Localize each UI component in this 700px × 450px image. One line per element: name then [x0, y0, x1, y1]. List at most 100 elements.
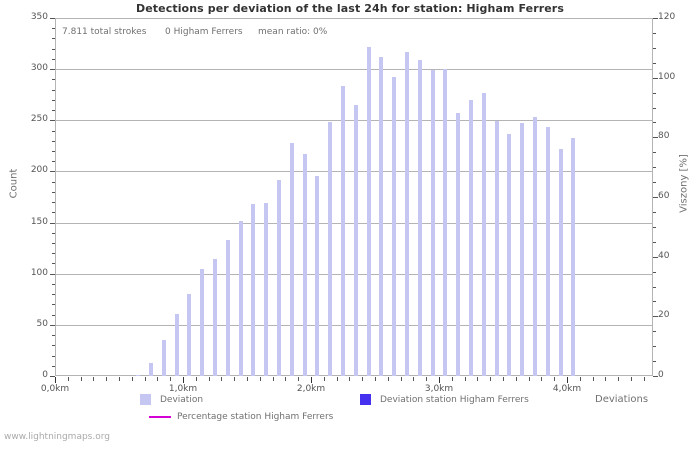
y2-axis-tick: [653, 197, 658, 198]
bar: [430, 70, 435, 376]
x-axis-tick-label: 0,0km: [40, 384, 70, 394]
x-axis-minor-tick: [592, 377, 594, 381]
y2-axis-tick-label: 100: [658, 71, 676, 82]
x-axis-tick-label: 2,0km: [296, 384, 326, 394]
bar: [366, 46, 371, 376]
y2-axis-minor-tick: [653, 107, 656, 109]
y-axis-tick-label: 150: [30, 216, 48, 227]
x-axis-tick: [439, 377, 440, 383]
y-axis-tick: [50, 324, 55, 326]
watermark: www.lightningmaps.org: [4, 432, 110, 442]
y2-axis-minor-tick: [653, 62, 656, 64]
y2-axis-minor-tick: [653, 47, 656, 49]
y2-axis-minor-tick: [653, 301, 656, 303]
y-axis-minor-tick: [52, 345, 55, 347]
x-axis-minor-tick: [131, 377, 133, 381]
bar: [456, 113, 461, 376]
y2-axis-tick: [653, 18, 658, 19]
bar: [187, 294, 192, 376]
x-axis-tick: [55, 377, 56, 383]
x-axis-minor-tick: [247, 377, 248, 381]
bar: [533, 117, 537, 376]
y2-axis-tick-label: 20: [658, 310, 670, 321]
annotation-station-strokes: 0 Higham Ferrers: [165, 27, 243, 37]
x-axis-minor-tick: [106, 377, 108, 381]
x-axis-minor-tick: [464, 377, 466, 381]
x-axis-tick-label: 4,0km: [552, 384, 582, 394]
x-axis-minor-tick: [170, 377, 172, 381]
x-axis-minor-tick: [413, 377, 415, 381]
x-axis-minor-tick: [541, 377, 543, 381]
bar: [417, 59, 422, 376]
y-axis-tick-label: 200: [30, 165, 48, 176]
bar: [507, 133, 512, 376]
y-axis-tick-label: 350: [30, 12, 48, 22]
y2-axis-tick: [653, 376, 658, 377]
y-axis-tick: [50, 222, 55, 224]
x-axis-minor-tick: [400, 377, 402, 381]
legend-item[interactable]: Deviation station Higham Ferrers: [360, 394, 529, 405]
x-axis-minor-tick: [336, 377, 338, 381]
bar: [379, 56, 384, 376]
y-axis-minor-tick: [52, 243, 55, 245]
x-axis-minor-tick: [477, 377, 479, 381]
x-axis-minor-tick: [259, 377, 261, 381]
bar: [315, 175, 320, 376]
y-axis-minor-tick: [52, 212, 55, 214]
x-axis-minor-tick: [144, 377, 146, 381]
legend-swatch-icon: [140, 394, 151, 405]
y2-axis-tick-label: 80: [658, 131, 670, 142]
x-axis-tick: [311, 377, 312, 383]
x-axis-minor-tick: [643, 377, 645, 381]
x-axis-minor-tick: [208, 377, 210, 381]
y2-axis-tick-label: 40: [658, 250, 670, 261]
x-axis-minor-tick: [323, 377, 325, 381]
bar: [520, 123, 525, 376]
y-axis-minor-tick: [52, 79, 55, 81]
bar: [302, 154, 307, 376]
bar: [353, 104, 358, 376]
y-axis-minor-tick: [52, 38, 55, 40]
y-axis-tick-label: 300: [30, 63, 48, 74]
y-axis-minor-tick: [52, 161, 55, 163]
y2-axis-minor-tick: [653, 241, 656, 243]
y2-axis-minor-tick: [653, 167, 656, 169]
y-axis-minor-tick: [52, 130, 55, 132]
y2-axis-minor-tick: [653, 331, 656, 333]
x-axis-tick: [567, 377, 568, 383]
y2-axis-minor-tick: [653, 361, 656, 363]
x-axis-minor-tick: [157, 377, 159, 381]
legend-item[interactable]: Deviation: [140, 394, 203, 405]
legend-item[interactable]: Percentage station Higham Ferrers: [149, 412, 333, 422]
y-axis-minor-tick: [52, 150, 55, 152]
x-axis-minor-tick: [515, 377, 517, 381]
y-axis-tick: [50, 120, 55, 122]
y2-axis-minor-tick: [653, 211, 656, 213]
y-axis-minor-tick: [52, 181, 55, 183]
y2-axis-minor-tick: [653, 286, 656, 288]
y-axis-left-title: Count: [8, 168, 20, 199]
y-axis-minor-tick: [52, 263, 55, 265]
y-axis-minor-tick: [52, 335, 55, 337]
x-axis-tick: [183, 377, 184, 383]
x-axis-minor-tick: [80, 377, 82, 381]
y-axis-minor-tick: [52, 253, 55, 255]
y-axis-right-title: Viszony [%]: [678, 154, 690, 213]
bar: [545, 127, 550, 376]
x-axis-minor-tick: [298, 377, 300, 381]
y-axis-tick: [50, 376, 55, 377]
x-axis-minor-tick: [234, 377, 236, 381]
legend-swatch-icon: [149, 416, 171, 418]
x-axis-minor-tick: [387, 377, 389, 381]
y-axis-minor-tick: [52, 365, 55, 367]
x-axis-minor-tick: [618, 377, 620, 381]
y2-axis-tick: [653, 77, 658, 79]
plot-area: [55, 18, 653, 376]
bar: [174, 313, 179, 376]
x-axis-tick-label: 3,0km: [424, 384, 454, 394]
x-axis-minor-tick: [285, 377, 287, 381]
x-axis-minor-tick: [119, 377, 120, 381]
y-axis-minor-tick: [52, 48, 55, 50]
y-axis-minor-tick: [52, 28, 55, 30]
